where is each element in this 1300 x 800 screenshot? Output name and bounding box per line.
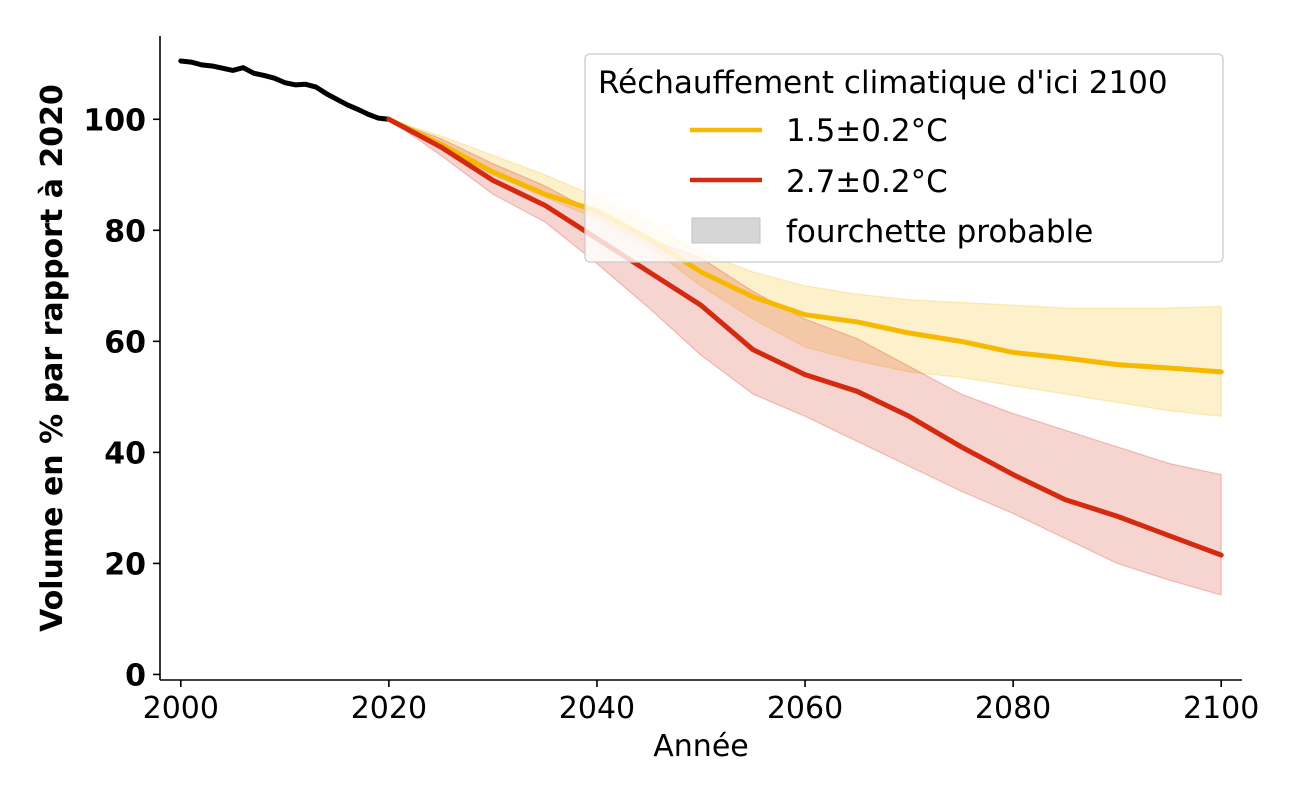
x-tick-label: 2100 (1183, 691, 1259, 726)
legend-label-range: fourchette probable (786, 214, 1093, 250)
y-tick-label: 80 (104, 214, 146, 249)
legend: Réchauffement climatique d'ici 2100 1.5±… (584, 53, 1224, 263)
series-line-0 (178, 58, 392, 122)
y-ticks: 0 20 40 60 80 100 (83, 103, 160, 693)
x-tick-label: 2060 (767, 691, 843, 726)
x-tick-label: 2000 (143, 691, 219, 726)
legend-swatch-range (691, 217, 761, 244)
legend-title: Réchauffement climatique d'ici 2100 (598, 65, 1168, 101)
x-axis-label: Année (653, 729, 748, 764)
y-axis-label: Volume en % par rapport à 2020 (35, 84, 70, 632)
x-tick-label: 2040 (559, 691, 635, 726)
y-tick-label: 100 (83, 103, 146, 138)
legend-label-1-5c: 1.5±0.2°C (786, 113, 948, 149)
y-tick-label: 0 (125, 658, 146, 693)
series-line-2 (386, 116, 1224, 558)
y-tick-label: 40 (104, 436, 146, 471)
data-lines (178, 58, 1224, 558)
series-line-1 (386, 116, 1224, 375)
x-tick-label: 2080 (975, 691, 1051, 726)
y-tick-label: 20 (104, 547, 146, 582)
y-tick-label: 60 (104, 325, 146, 360)
x-ticks: 2000 2020 2040 2060 2080 2100 (143, 680, 1259, 726)
legend-label-2-7c: 2.7±0.2°C (786, 164, 948, 200)
x-tick-label: 2020 (351, 691, 427, 726)
legend-frame (584, 53, 1224, 263)
